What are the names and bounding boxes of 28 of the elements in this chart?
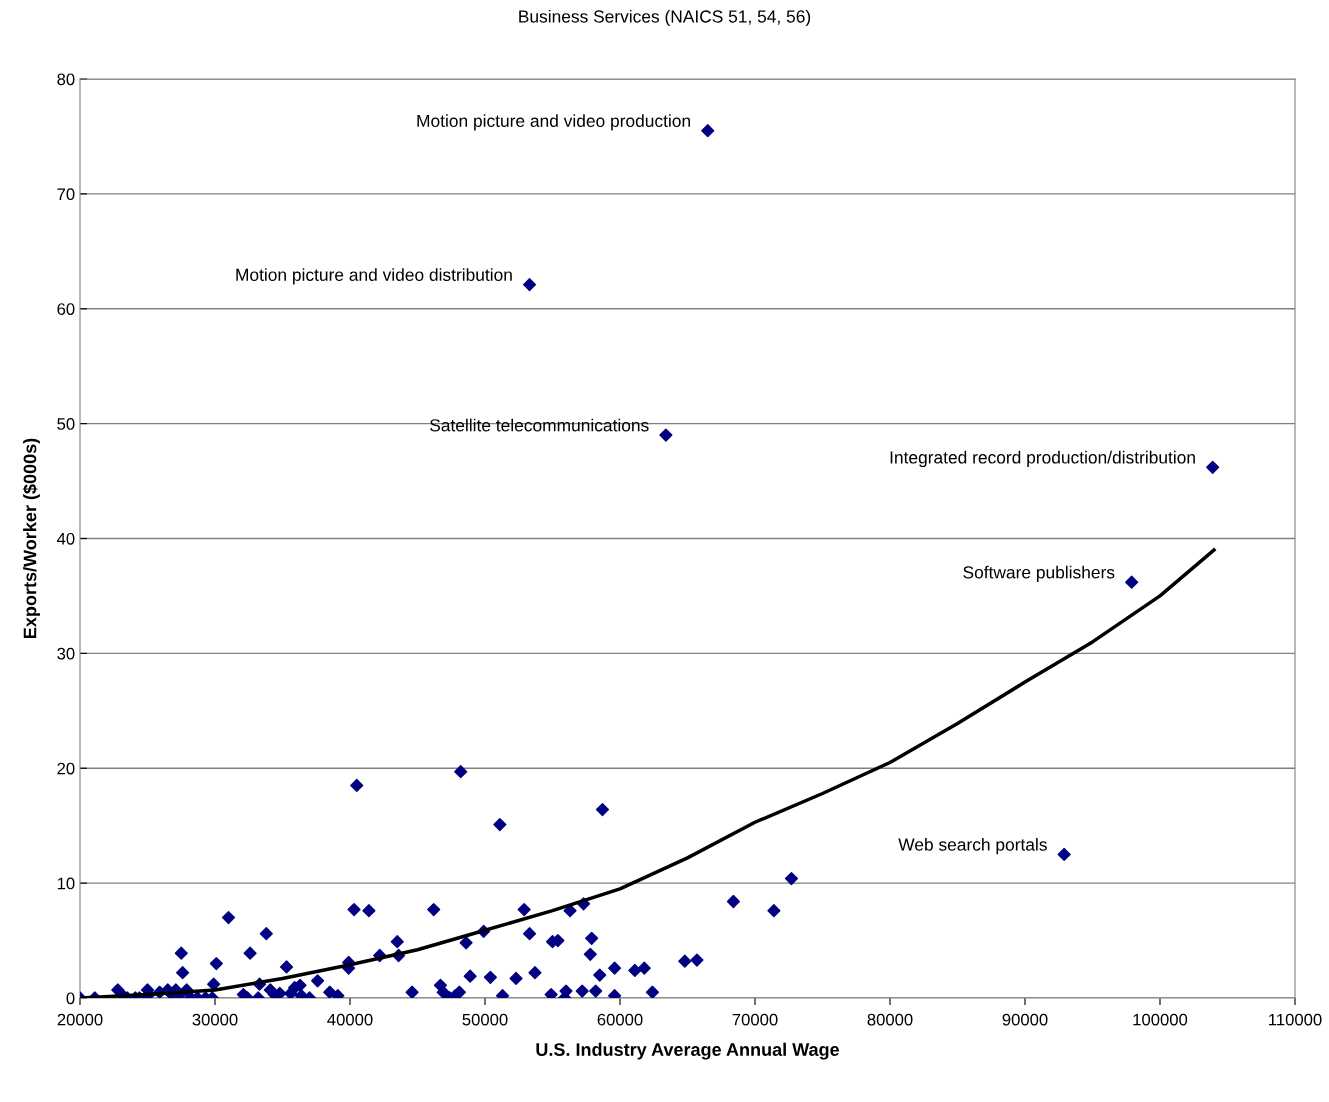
x-tick-label: 60000 xyxy=(597,1013,643,1026)
annotation: Software publishers xyxy=(963,565,1115,582)
x-tick-label: 90000 xyxy=(1002,1013,1048,1026)
y-tick-label: 20 xyxy=(57,762,75,775)
y-tick-label: 30 xyxy=(57,647,75,660)
x-tick-label: 50000 xyxy=(462,1013,508,1026)
x-axis-title: U.S. Industry Average Annual Wage xyxy=(536,1042,840,1060)
x-tick-label: 70000 xyxy=(732,1013,778,1026)
y-axis-title: Exports/Worker ($000s) xyxy=(22,438,40,638)
y-tick-label: 10 xyxy=(57,877,75,890)
y-tick-label: 50 xyxy=(57,418,75,430)
chart-title: Business Services (NAICS 51, 54, 56) xyxy=(519,9,811,27)
x-tick-label: 100000 xyxy=(1133,1013,1188,1026)
annotation: Web search portals xyxy=(898,837,1047,855)
annotation: Motion picture and video distribution xyxy=(236,268,512,285)
y-tick-label: 0 xyxy=(66,992,75,1005)
y-tick-label: 80 xyxy=(57,73,75,86)
y-tick-label: 40 xyxy=(56,532,75,545)
x-tick-label: 80000 xyxy=(867,1013,913,1026)
annotation: Motion picture and video production xyxy=(417,114,690,131)
x-tick-label: 40000 xyxy=(327,1013,373,1026)
annotation: Integrated record production/distribution xyxy=(890,450,1195,468)
y-tick-label: 70 xyxy=(57,188,75,201)
x-tick-label: 110000 xyxy=(1269,1013,1322,1026)
x-tick-label: 30000 xyxy=(192,1013,238,1026)
annotation: Satellite telecommunications xyxy=(430,418,649,432)
x-tick-label: 20000 xyxy=(57,1013,103,1026)
y-tick-label: 60 xyxy=(57,303,75,315)
